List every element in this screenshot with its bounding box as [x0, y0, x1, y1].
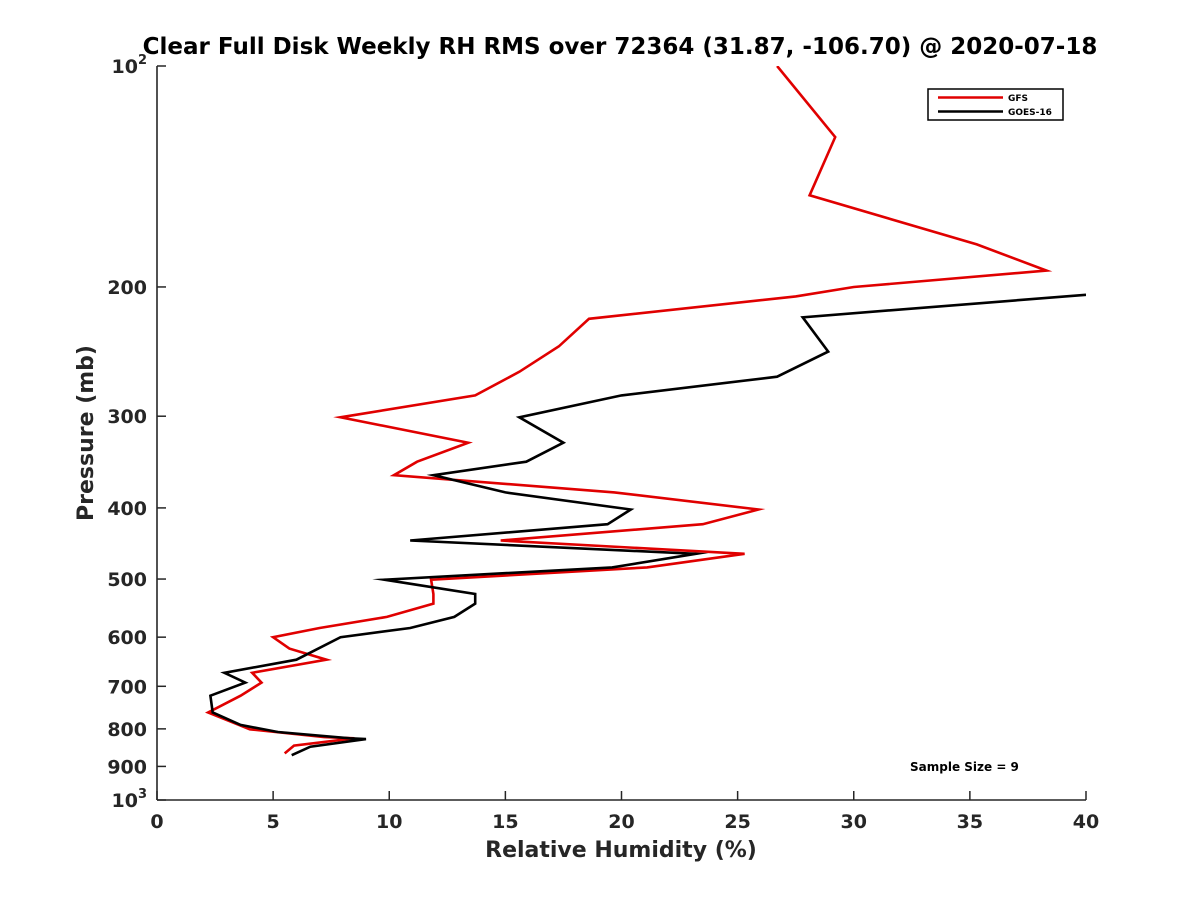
x-tick-label: 40 [1073, 811, 1099, 833]
x-tick-label: 10 [376, 811, 402, 833]
y-tick-label: 300 [107, 406, 147, 428]
x-tick-label: 20 [608, 811, 634, 833]
plot-background [157, 66, 1086, 800]
x-tick-label: 0 [150, 811, 163, 833]
x-tick-label: 30 [841, 811, 867, 833]
y-tick-label: 700 [107, 676, 147, 698]
x-tick-label: 15 [492, 811, 518, 833]
x-tick-label: 5 [267, 811, 280, 833]
y-tick-label: 200 [107, 277, 147, 299]
legend-label-gfs: GFS [1008, 94, 1028, 104]
sample-size-annotation: Sample Size = 9 [910, 760, 1019, 774]
y-axis-label: Pressure (mb) [74, 345, 99, 521]
y-tick-label: 500 [107, 569, 147, 591]
x-tick-label: 35 [957, 811, 983, 833]
y-tick-label: 102 [112, 53, 148, 78]
y-axis-ticks: 102 200 300 400 500 600 700 800 900 103 [107, 53, 166, 812]
series-line-gfs [204, 66, 1053, 755]
series-line-goes16 [208, 293, 1086, 757]
legend: GFS GOES-16 [927, 88, 1064, 121]
x-axis-label: Relative Humidity (%) [485, 838, 757, 863]
y-tick-label: 400 [107, 498, 147, 520]
y-tick-label: 103 [112, 787, 148, 812]
plot-area [156, 66, 1086, 801]
y-tick-label: 900 [107, 756, 147, 778]
legend-box [927, 88, 1064, 121]
legend-label-goes16: GOES-16 [1008, 108, 1052, 118]
y-tick-label: 600 [107, 627, 147, 649]
x-axis-ticks: 0 5 10 15 20 25 30 35 40 [150, 791, 1099, 833]
y-tick-label: 800 [107, 719, 147, 741]
x-tick-label: 25 [724, 811, 750, 833]
lines-layer [204, 66, 1086, 757]
chart-title: Clear Full Disk Weekly RH RMS over 72364… [143, 34, 1098, 60]
